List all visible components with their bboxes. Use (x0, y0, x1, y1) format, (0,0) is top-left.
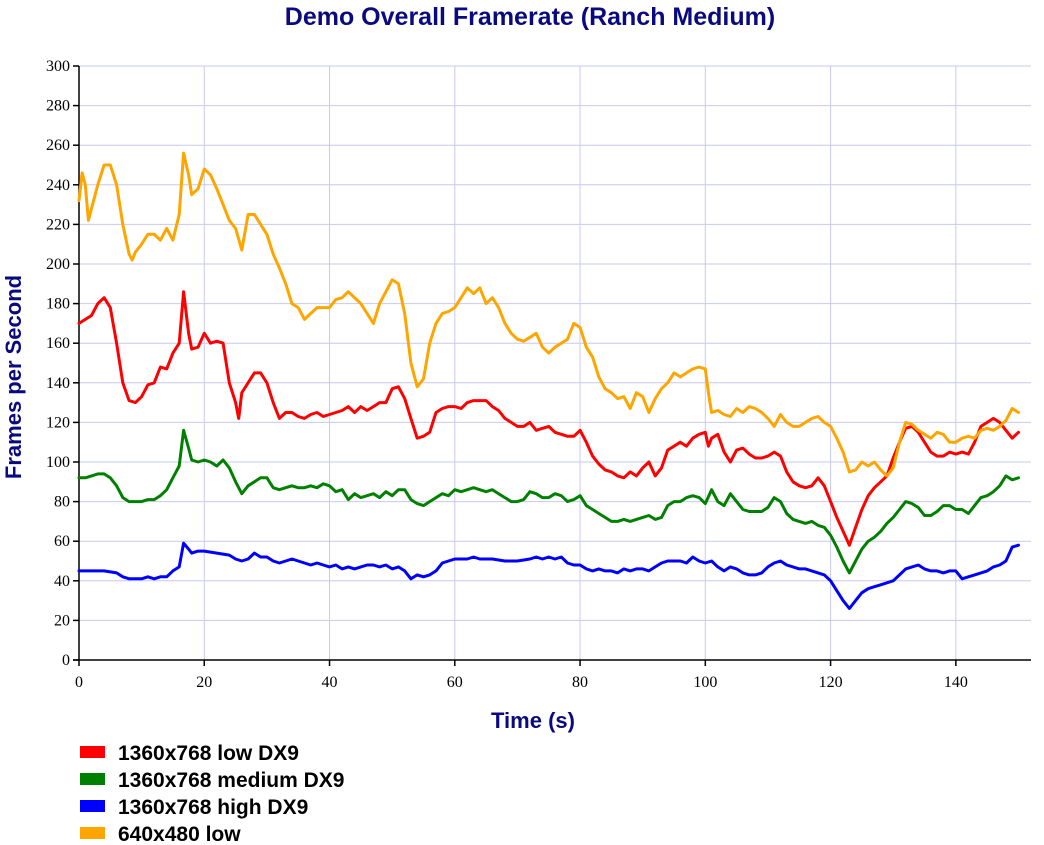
y-tick-label: 20 (54, 612, 70, 629)
y-tick-label: 0 (62, 652, 70, 669)
y-tick-label: 40 (54, 573, 70, 590)
axes (73, 66, 1031, 661)
x-tick-label: 120 (819, 674, 843, 691)
chart-title: Demo Overall Framerate (Ranch Medium) (285, 3, 775, 31)
legend-label: 1360x768 low DX9 (118, 742, 299, 765)
legend-label: 640x480 low (118, 823, 241, 845)
x-tick-label: 140 (944, 674, 968, 691)
y-tick-label: 80 (54, 494, 70, 511)
legend-swatch (80, 800, 105, 812)
x-tick-label: 20 (196, 674, 212, 691)
y-tick-label: 280 (46, 98, 70, 115)
y-tick-label: 180 (46, 296, 70, 313)
legend-swatch (80, 827, 105, 839)
series-line-3 (77, 541, 1020, 610)
y-tick-label: 220 (46, 216, 70, 233)
x-axis-ticks: 0 20 40 60 80 100 120 140 (75, 660, 968, 691)
x-tick-label: 60 (447, 674, 463, 691)
legend-label: 1360x768 high DX9 (118, 796, 308, 819)
y-axis-title: Frames per Second (1, 275, 26, 479)
gridlines (79, 65, 1031, 660)
y-tick-label: 240 (46, 177, 70, 194)
legend-label: 1360x768 medium DX9 (118, 769, 344, 792)
y-tick-label: 200 (46, 256, 70, 273)
x-tick-label: 80 (572, 674, 588, 691)
x-axis-title: Time (s) (491, 708, 575, 733)
y-tick-label: 160 (46, 335, 70, 352)
y-tick-label: 120 (46, 414, 70, 431)
x-tick-label: 100 (693, 674, 717, 691)
legend-swatch (80, 746, 105, 758)
series-line-1 (77, 290, 1020, 547)
legend: 1360x768 low DX9 1360x768 medium DX9 1360x… (80, 742, 344, 845)
y-tick-label: 140 (46, 375, 70, 392)
legend-swatch (80, 773, 105, 785)
y-tick-label: 300 (46, 58, 70, 75)
y-axis-ticks: 0 20 40 60 80 100 120 140 160 180 200 220 240 260 280 3… (46, 58, 79, 669)
y-tick-label: 260 (46, 137, 70, 154)
series-line-2 (77, 428, 1020, 575)
x-tick-label: 0 (75, 674, 83, 691)
series-lines (77, 151, 1020, 610)
y-tick-label: 60 (54, 533, 70, 550)
series-line-4 (77, 151, 1020, 478)
y-tick-label: 100 (46, 454, 70, 471)
x-tick-label: 40 (322, 674, 338, 691)
